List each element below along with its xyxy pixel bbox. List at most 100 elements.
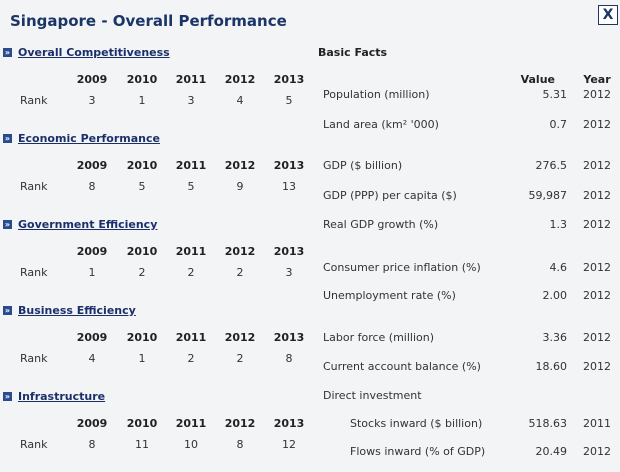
fact-label: Labor force (million) (323, 331, 435, 344)
fact-value: 20.49 (535, 445, 568, 458)
rank-cell: 8 (88, 180, 96, 193)
rank-cell: 2 (138, 266, 146, 279)
rank-cell: 1 (138, 94, 146, 107)
rank-cell: 5 (187, 180, 195, 193)
section-icon: » (3, 220, 12, 229)
fact-year: 2012 (583, 159, 611, 172)
year-header: 2011 (175, 245, 207, 258)
year-header: 2011 (175, 417, 207, 430)
fact-label: Stocks inward ($ billion) (350, 417, 483, 430)
value-header: Value (520, 73, 555, 86)
fact-value: 1.3 (549, 218, 568, 231)
year-header: 2013 (273, 331, 305, 344)
rank-cell: 3 (187, 94, 195, 107)
rank-cell: 8 (236, 438, 244, 451)
fact-label: Land area (km² '000) (323, 118, 439, 131)
fact-label: GDP (PPP) per capita ($) (323, 189, 457, 202)
fact-label: Current account balance (%) (323, 360, 481, 373)
fact-label: Population (million) (323, 88, 430, 101)
rank-cell: 2 (236, 266, 244, 279)
year-header: 2013 (273, 73, 305, 86)
section-icon: » (3, 48, 12, 57)
rank-cell: 3 (285, 266, 293, 279)
rank-cell: 2 (236, 352, 244, 365)
fact-label: Unemployment rate (%) (323, 289, 456, 302)
rank-cell: 8 (88, 438, 96, 451)
rank-cell: 10 (184, 438, 198, 451)
year-header: 2009 (76, 417, 108, 430)
section-icon: » (3, 306, 12, 315)
rank-cell: 3 (88, 94, 96, 107)
year-header: 2013 (273, 159, 305, 172)
year-header: 2011 (175, 73, 207, 86)
fact-value: 5.31 (542, 88, 568, 101)
fact-year: 2012 (583, 360, 611, 373)
rank-cell: 2 (187, 266, 195, 279)
fact-year: 2012 (583, 445, 611, 458)
section-title[interactable]: Infrastructure (18, 390, 106, 403)
year-header: 2009 (76, 245, 108, 258)
rank-cell: 12 (282, 438, 296, 451)
fact-label: Real GDP growth (%) (323, 218, 439, 231)
rank-cell: 5 (285, 94, 293, 107)
row-label: Rank (20, 352, 48, 365)
row-label: Rank (20, 180, 48, 193)
fact-value: 518.63 (528, 417, 568, 430)
rank-cell: 2 (187, 352, 195, 365)
year-header: 2012 (224, 73, 256, 86)
year-header: 2010 (126, 331, 158, 344)
fact-year: 2012 (583, 331, 611, 344)
section-title[interactable]: Business Efficiency (18, 304, 136, 317)
year-header: 2010 (126, 245, 158, 258)
rank-cell: 1 (88, 266, 96, 279)
year-header: 2009 (76, 159, 108, 172)
section-icon: » (3, 392, 12, 401)
rank-cell: 5 (138, 180, 146, 193)
year-header: 2010 (126, 73, 158, 86)
row-label: Rank (20, 438, 48, 451)
year-header: 2013 (273, 245, 305, 258)
rank-cell: 1 (138, 352, 146, 365)
fact-year: 2012 (583, 189, 611, 202)
year-header: 2011 (175, 159, 207, 172)
year-header: 2010 (126, 159, 158, 172)
year-header: 2013 (273, 417, 305, 430)
fact-value: 59,987 (528, 189, 568, 202)
rank-cell: 9 (236, 180, 244, 193)
fact-year: 2012 (583, 88, 611, 101)
section-title[interactable]: Overall Competitiveness (18, 46, 170, 59)
rank-cell: 11 (135, 438, 149, 451)
panel-title: Singapore - Overall Performance (10, 12, 287, 30)
year-header: 2009 (76, 73, 108, 86)
rank-cell: 4 (236, 94, 244, 107)
year-header: 2012 (224, 331, 256, 344)
section-title[interactable]: Government Efficiency (18, 218, 158, 231)
fact-year: 2012 (583, 118, 611, 131)
facts-title: Basic Facts (318, 46, 388, 59)
fact-value: 276.5 (535, 159, 568, 172)
fact-label: Consumer price inflation (%) (323, 261, 481, 274)
row-label: Rank (20, 266, 48, 279)
fact-year: 2012 (583, 218, 611, 231)
close-button[interactable]: X (598, 5, 618, 25)
fact-label: Flows inward (% of GDP) (350, 445, 486, 458)
rank-cell: 13 (282, 180, 296, 193)
fact-year: 2011 (583, 417, 611, 430)
fact-year: 2012 (583, 261, 611, 274)
fact-value: 4.6 (549, 261, 568, 274)
row-label: Rank (20, 94, 48, 107)
year-header: 2009 (76, 331, 108, 344)
year-header: 2010 (126, 417, 158, 430)
fact-value: 3.36 (542, 331, 568, 344)
fact-label: GDP ($ billion) (323, 159, 403, 172)
fact-value: 2.00 (542, 289, 568, 302)
fact-value: 18.60 (535, 360, 568, 373)
fact-year: 2012 (583, 289, 611, 302)
year-header: 2012 (224, 159, 256, 172)
year-header: 2012 (224, 245, 256, 258)
fact-label: Direct investment (323, 389, 422, 402)
year-header: 2012 (224, 417, 256, 430)
section-title[interactable]: Economic Performance (18, 132, 160, 145)
rank-cell: 4 (88, 352, 96, 365)
